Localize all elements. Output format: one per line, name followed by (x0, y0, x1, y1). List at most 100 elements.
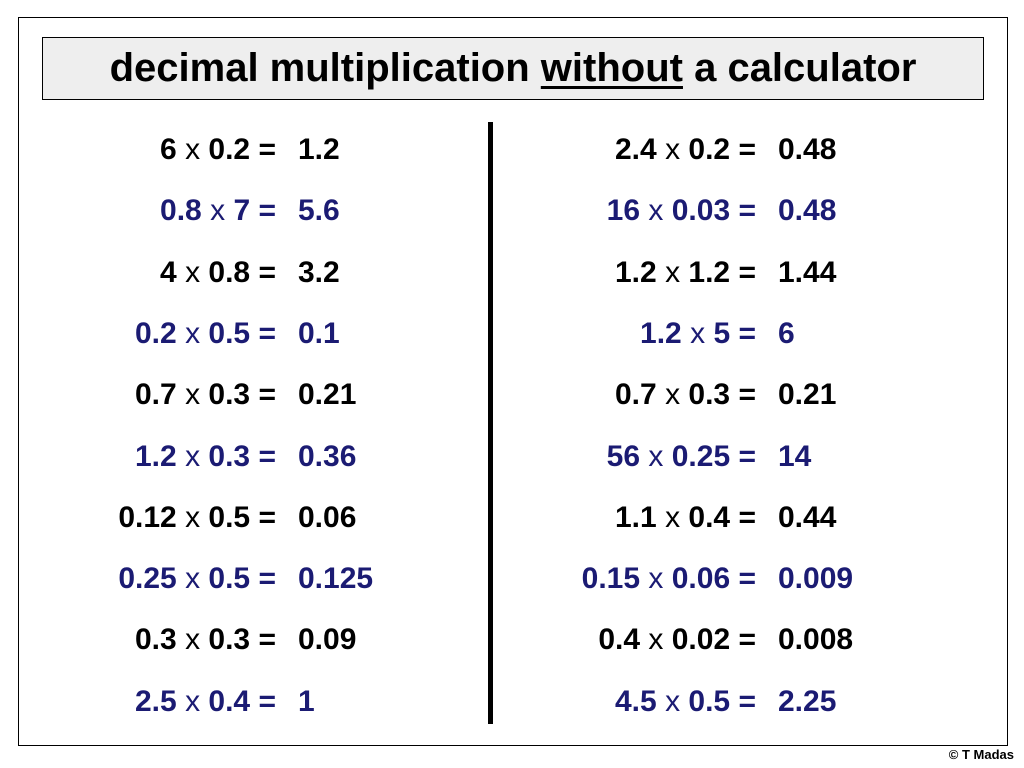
equals-sign: = (738, 194, 756, 227)
equation-expression: 0.12 x 0.5 = (40, 498, 276, 538)
equals-sign: = (738, 256, 756, 289)
equation-answer: 0.21 (778, 378, 837, 411)
times-sign: x (185, 501, 201, 534)
equation-expression: 0.7 x 0.3 = (500, 375, 756, 415)
equation-row: 1.1 x 0.4 = 0.44 (0, 498, 1024, 538)
factor-a: 0.15 (581, 562, 641, 595)
equals-sign: = (258, 562, 276, 595)
equation-row: 1.2 x 1.2 = 1.44 (0, 253, 1024, 293)
times-sign: x (185, 317, 201, 350)
factor-b: 0.2 (208, 133, 251, 166)
equals-sign: = (738, 623, 756, 656)
times-sign: x (185, 440, 201, 473)
equals-sign: = (738, 562, 756, 595)
factor-a: 4 (160, 256, 177, 289)
times-sign: x (665, 501, 681, 534)
factor-b: 7 (233, 194, 251, 227)
factor-b: 0.3 (208, 378, 251, 411)
factor-a: 16 (606, 194, 641, 227)
equation-answer: 0.1 (298, 317, 340, 350)
factor-b: 0.3 (208, 440, 251, 473)
equation-answer: 3.2 (298, 256, 340, 289)
equation-answer: 5.6 (298, 194, 340, 227)
equals-sign: = (738, 685, 756, 718)
factor-a: 0.2 (135, 317, 177, 350)
equation-row: 0.3 x 0.3 = 0.09 (0, 620, 1024, 660)
title-before: decimal multiplication (109, 46, 541, 90)
factor-b: 1.2 (688, 256, 731, 289)
equation-row: 0.7 x 0.3 = 0.21 (0, 375, 1024, 415)
times-sign: x (665, 685, 681, 718)
times-sign: x (648, 194, 664, 227)
title-text: decimal multiplication without a calcula… (110, 46, 917, 91)
equation-answer: 0.48 (778, 194, 837, 227)
times-sign: x (210, 194, 226, 227)
title-underlined: without (540, 46, 683, 90)
times-sign: x (185, 685, 201, 718)
equation-row: 0.25 x 0.5 = 0.125 (0, 559, 1024, 599)
equation-row: 0.8 x 7 = 5.6 (0, 191, 1024, 231)
equation-expression: 6 x 0.2 = (40, 130, 276, 170)
times-sign: x (185, 133, 201, 166)
equation-answer: 0.06 (298, 501, 357, 534)
equation-expression: 0.15 x 0.06 = (500, 559, 756, 599)
equation-expression: 0.7 x 0.3 = (40, 375, 276, 415)
factor-b: 0.03 (671, 194, 731, 227)
equation-answer: 14 (778, 440, 812, 473)
equals-sign: = (738, 378, 756, 411)
factor-b: 0.8 (208, 256, 251, 289)
times-sign: x (690, 317, 706, 350)
equation-expression: 0.8 x 7 = (40, 191, 276, 231)
times-sign: x (185, 378, 201, 411)
equation-answer: 6 (778, 317, 795, 350)
times-sign: x (665, 378, 681, 411)
factor-a: 0.4 (598, 623, 641, 656)
equation-row: 56 x 0.25 = 14 (0, 437, 1024, 477)
factor-b: 0.02 (671, 623, 731, 656)
times-sign: x (665, 133, 681, 166)
equation-expression: 2.5 x 0.4 = (40, 682, 276, 722)
equation-expression: 0.25 x 0.5 = (40, 559, 276, 599)
equation-expression: 16 x 0.03 = (500, 191, 756, 231)
factor-a: 0.8 (160, 194, 202, 227)
factor-a: 2.4 (615, 133, 657, 166)
equation-expression: 1.1 x 0.4 = (500, 498, 756, 538)
equation-answer: 0.009 (778, 562, 854, 595)
times-sign: x (665, 256, 681, 289)
equation-answer: 1.2 (298, 133, 340, 166)
equation-row: 0.2 x 0.5 = 0.1 (0, 314, 1024, 354)
times-sign: x (648, 562, 664, 595)
equation-expression: 4.5 x 0.5 = (500, 682, 756, 722)
equation-row: 6 x 0.2 = 1.2 (0, 130, 1024, 170)
equals-sign: = (258, 440, 276, 473)
equals-sign: = (258, 685, 276, 718)
equation-row: 1.2 x 5 = 6 (0, 314, 1024, 354)
factor-b: 0.4 (688, 501, 731, 534)
factor-a: 0.7 (135, 378, 177, 411)
equals-sign: = (258, 378, 276, 411)
equation-row: 0.7 x 0.3 = 0.21 (0, 375, 1024, 415)
factor-a: 1.2 (615, 256, 657, 289)
equation-row: 0.12 x 0.5 = 0.06 (0, 498, 1024, 538)
equation-row: 1.2 x 0.3 = 0.36 (0, 437, 1024, 477)
equation-expression: 56 x 0.25 = (500, 437, 756, 477)
equation-expression: 1.2 x 1.2 = (500, 253, 756, 293)
equals-sign: = (258, 501, 276, 534)
equation-row: 2.5 x 0.4 = 1 (0, 682, 1024, 722)
factor-b: 0.4 (208, 685, 251, 718)
factor-a: 4.5 (615, 685, 657, 718)
equals-sign: = (738, 317, 756, 350)
equation-expression: 1.2 x 0.3 = (40, 437, 276, 477)
equation-answer: 0.44 (778, 501, 837, 534)
equation-row: 4 x 0.8 = 3.2 (0, 253, 1024, 293)
equation-row: 2.4 x 0.2 = 0.48 (0, 130, 1024, 170)
factor-b: 0.3 (208, 623, 251, 656)
slide-frame (18, 17, 1008, 746)
factor-a: 56 (606, 440, 641, 473)
equals-sign: = (738, 501, 756, 534)
equation-expression: 0.2 x 0.5 = (40, 314, 276, 354)
copyright: © T Madas (948, 747, 1014, 762)
factor-a: 0.3 (135, 623, 177, 656)
factor-a: 1.1 (615, 501, 657, 534)
factor-b: 0.5 (208, 501, 251, 534)
